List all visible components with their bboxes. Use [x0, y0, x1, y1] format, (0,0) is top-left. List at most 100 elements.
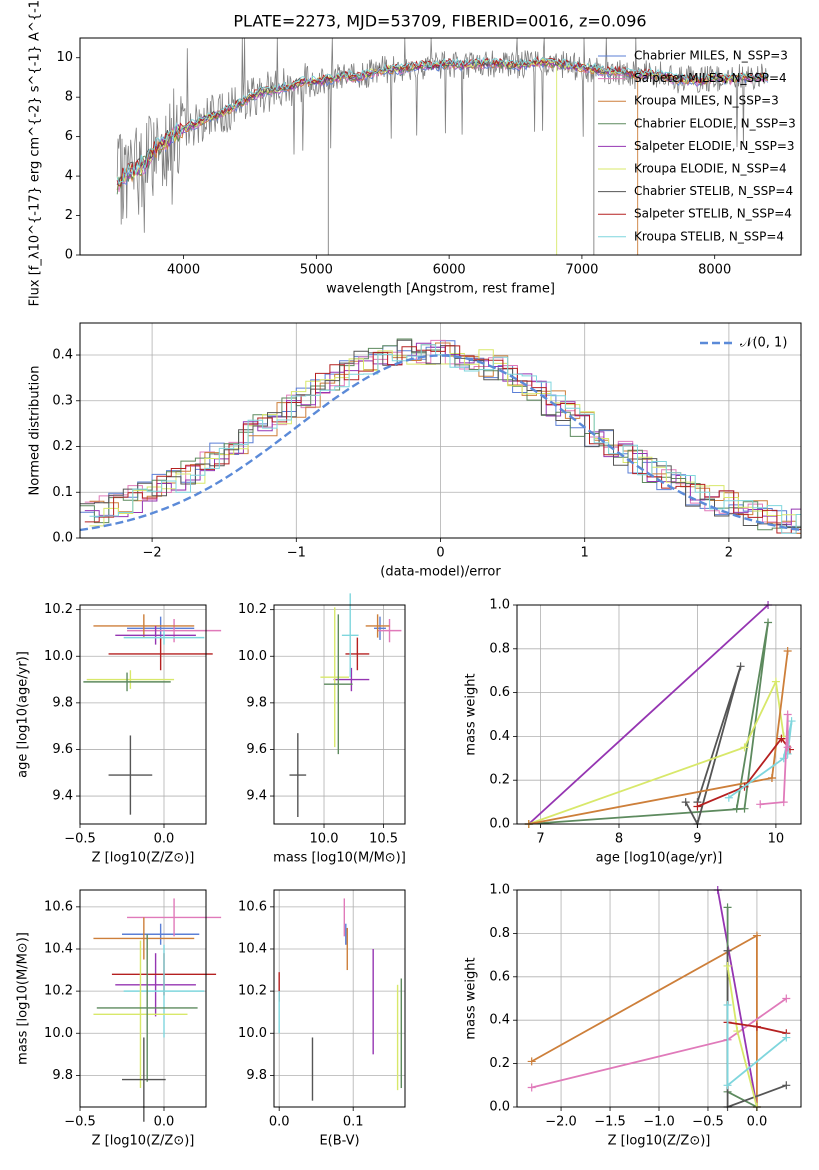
legend-entry: Kroupa STELIB, N_SSP=4: [634, 229, 784, 243]
legend-entry: Salpeter STELIB, N_SSP=4: [634, 207, 792, 221]
mass-weight-line: [760, 714, 789, 806]
legend-entry: Chabrier ELODIE, N_SSP=3: [634, 116, 796, 130]
y-tick-label: 2: [65, 208, 73, 223]
legend-entry: Salpeter ELODIE, N_SSP=3: [634, 139, 795, 153]
errorbar-point: [96, 934, 198, 1082]
mass-weight-marker: [723, 946, 732, 955]
y-tick-label: 10.4: [238, 941, 267, 956]
x-axis-label: wavelength [Angstrom, rest frame]: [326, 282, 555, 297]
mass-weight-marker: [733, 1027, 742, 1036]
y-tick-label: 10.2: [44, 984, 73, 999]
y-tick-label: 10.0: [44, 649, 73, 664]
y-tick-label: 9.8: [52, 695, 73, 710]
y-tick-label: 0.1: [52, 485, 73, 500]
x-tick-label: 5000: [300, 263, 333, 278]
mass-weight-marker: [723, 903, 732, 912]
residual-histogram: [89, 349, 801, 528]
mass-weight-marker: [783, 646, 792, 655]
x-tick-label: −0.5: [692, 1115, 724, 1130]
x-axis-label: E(B-V): [319, 1134, 359, 1149]
x-tick-label: 7: [536, 832, 544, 847]
gaussian-curve: [79, 354, 802, 532]
y-tick-label: 0.2: [52, 439, 73, 454]
mass-weight-marker: [756, 800, 765, 809]
y-tick-label: 0.8: [489, 926, 510, 941]
y-tick-label: 0.4: [489, 729, 510, 744]
x-axis-label: Z [log10(Z/Z⊙)]: [608, 1134, 711, 1149]
mass-weight-marker: [782, 1081, 791, 1090]
errorbar-point: [83, 672, 171, 692]
y-axis-label: age [log10(age/yr)]: [16, 651, 31, 778]
mass-weight-marker: [783, 710, 792, 719]
x-axis-label: age [log10(age/yr)]: [596, 851, 723, 866]
mass-weight-marker: [771, 677, 780, 686]
y-tick-label: 10.2: [238, 984, 267, 999]
errorbar-point: [108, 735, 153, 815]
mass-weight-vs-metallicity-panel: −2.0 −1.5 −1.0 −0.5 0.0 0.0 0.2 0.4 0.6 0.8 1.0 Z […: [464, 883, 802, 1149]
mass-weight-marker: [740, 804, 749, 813]
model-line: [116, 56, 769, 185]
y-tick-label: 9.4: [52, 789, 73, 804]
x-tick-label: 1: [581, 546, 589, 561]
mass-weight-marker: [779, 798, 788, 807]
errorbar-point: [127, 616, 195, 640]
y-tick-label: 10.6: [238, 899, 267, 914]
errorbar-point: [324, 614, 353, 755]
x-tick-label: 6000: [433, 263, 466, 278]
x-tick-label: −1.0: [643, 1115, 675, 1130]
errorbar-point: [377, 618, 402, 643]
x-axis-label: mass [log10(M/M⊙)]: [273, 851, 406, 866]
y-tick-label: 0.4: [52, 348, 73, 363]
mass-weight-marker: [777, 734, 786, 743]
axes-frame: [273, 604, 406, 825]
y-tick-label: 9.8: [246, 695, 267, 710]
y-tick-label: 10: [56, 50, 73, 65]
mass-weight-marker: [740, 743, 749, 752]
x-tick-label: −2: [143, 546, 162, 561]
x-tick-label: 10.0: [310, 832, 339, 847]
x-tick-label: −0.5: [64, 1115, 96, 1130]
errorbar-point: [122, 1037, 166, 1122]
mass-weight-marker: [736, 662, 745, 671]
y-tick-label: 0.2: [489, 773, 510, 788]
y-tick-label: 1.0: [489, 598, 510, 613]
x-tick-label: 4000: [167, 263, 200, 278]
errorbar-point: [93, 614, 195, 638]
y-tick-label: 10.0: [238, 1026, 267, 1041]
y-tick-label: 9.6: [52, 742, 73, 757]
x-tick-label: 8: [615, 832, 623, 847]
y-tick-label: 9.4: [246, 789, 267, 804]
errorbar-point: [122, 923, 200, 945]
mass-weight-marker: [787, 717, 796, 726]
y-tick-label: 10.4: [44, 941, 73, 956]
x-tick-label: −1.5: [594, 1115, 626, 1130]
errorbar-point: [86, 670, 175, 689]
y-tick-label: 10.2: [238, 602, 267, 617]
residual-histogram: [84, 339, 801, 534]
mass-weight-marker: [783, 743, 792, 752]
mass-weight-marker: [782, 994, 791, 1003]
y-tick-label: 8: [65, 90, 73, 105]
x-tick-label: −0.5: [64, 832, 96, 847]
x-axis-label: (data-model)/error: [380, 565, 501, 580]
y-axis-label: mass [log10(M/M⊙)]: [16, 932, 31, 1065]
errorbar-point: [93, 917, 195, 960]
mass-weight-marker: [724, 793, 733, 802]
x-tick-label: 0.0: [747, 1115, 768, 1130]
errorbar-point: [123, 630, 205, 645]
mass-weight-line: [528, 622, 769, 825]
y-tick-label: 0.8: [489, 641, 510, 656]
residual-histogram-panel: −2 −1 0 1 2 0.0 0.1 0.2 0.3 0.4 (data-model)/error…: [28, 322, 802, 580]
x-tick-label: 0.0: [154, 1115, 175, 1130]
y-axis-label: Normed distribution: [28, 366, 43, 496]
y-tick-label: 0.0: [489, 817, 510, 832]
y-tick-label: 0: [65, 248, 73, 263]
x-tick-label: 9: [693, 832, 701, 847]
y-tick-label: 0.4: [489, 1013, 510, 1028]
y-axis-label: Flux [f_λ10^{-17} erg cm^{-2} s^{-1} A^{…: [28, 0, 43, 306]
y-tick-label: 9.8: [246, 1068, 267, 1083]
mass-weight-line: [728, 720, 793, 799]
x-tick-label: 10.5: [369, 832, 398, 847]
mass-weight-marker: [723, 1001, 732, 1010]
mass-weight-line: [531, 934, 758, 1107]
